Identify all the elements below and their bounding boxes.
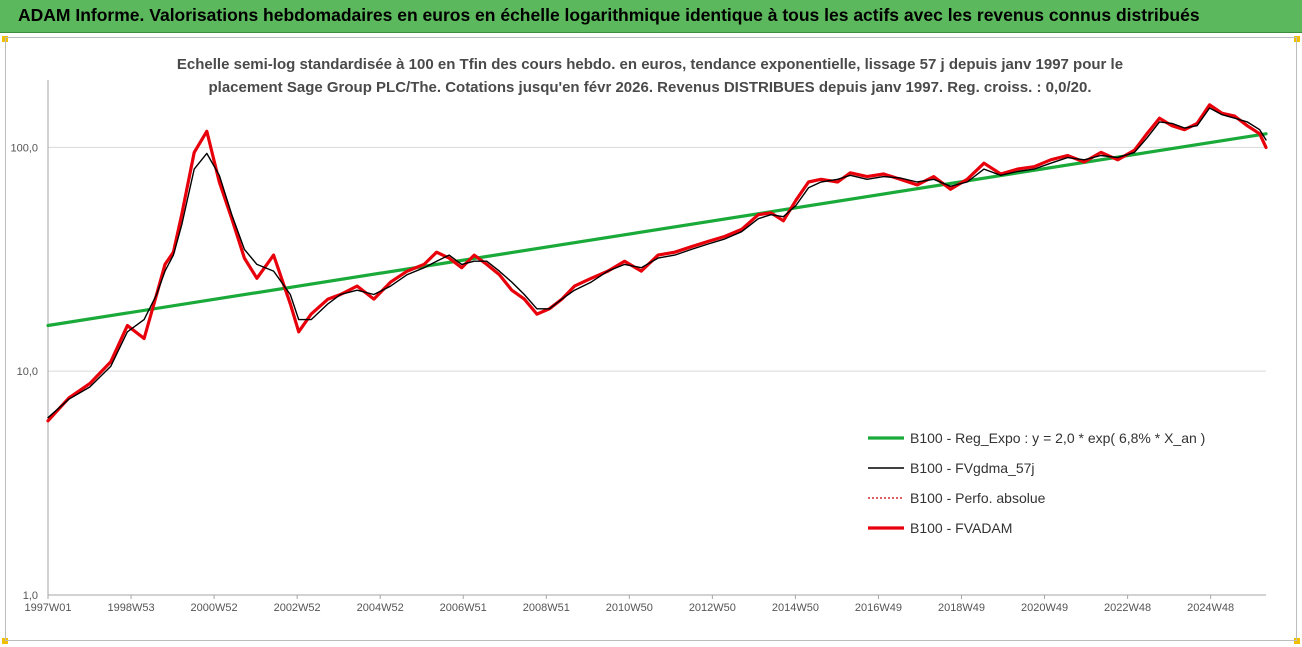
series-line-0 [46,132,1268,328]
frame-corner-handle [2,638,8,644]
x-tick-label: 2012W50 [689,602,736,614]
x-tick-label: 2018W49 [938,602,985,614]
x-tick-label: 2006W51 [440,602,487,614]
x-tick-labels: 1997W01 1998W53 2000W52 2002W52 2004W52 2006W… [24,602,1234,614]
x-tick-label: 2016W49 [855,602,902,614]
legend: B100 - Reg_Expo : y = 2,0 * exp( 6,8% * … [868,430,1205,536]
series-lines [46,103,1268,423]
chart-frame [5,37,1297,641]
legend-label: B100 - Reg_Expo : y = 2,0 * exp( 6,8% * … [910,430,1205,446]
x-tick-label: 2024W48 [1187,602,1234,614]
report-title-banner: ADAM Informe. Valorisations hebdomadaire… [0,0,1302,33]
legend-label: B100 - Perfo. absolue [910,490,1046,506]
chart-subtitle-line-2: placement Sage Group PLC/The. Cotations … [208,79,1092,96]
series-line-1 [47,107,1267,419]
legend-label: B100 - FVgdma_57j [910,460,1035,476]
y-tick-label: 1,0 [23,590,38,602]
chart-subtitle: Echelle semi-log standardisée à 100 en T… [160,53,1140,99]
x-tick-label: 2008W51 [523,602,570,614]
y-tick-labels: 1,0 10,0 100,0 [10,142,38,602]
x-tick-label: 1997W01 [24,602,71,614]
x-tick-label: 2002W52 [274,602,321,614]
report-title: ADAM Informe. Valorisations hebdomadaire… [18,5,1200,25]
series-line-2 [47,104,1267,422]
axes [47,80,1266,599]
y-tick-label: 10,0 [17,366,38,378]
x-tick-label: 2004W52 [357,602,404,614]
y-tick-label: 100,0 [10,142,38,154]
x-tick-label: 2022W48 [1104,602,1151,614]
series-line-3 [46,103,1268,423]
chart-subtitle-line-1: Echelle semi-log standardisée à 100 en T… [176,56,1124,73]
legend-label: B100 - FVADAM [910,520,1012,536]
x-tick-label: 2010W50 [606,602,653,614]
frame-corner-handle [1294,638,1300,644]
x-tick-label: 1998W53 [107,602,154,614]
x-tick-label: 2014W50 [772,602,819,614]
x-tick-label: 2020W49 [1021,602,1068,614]
x-tick-label: 2000W52 [191,602,238,614]
frame-corner-handle [1294,36,1300,42]
